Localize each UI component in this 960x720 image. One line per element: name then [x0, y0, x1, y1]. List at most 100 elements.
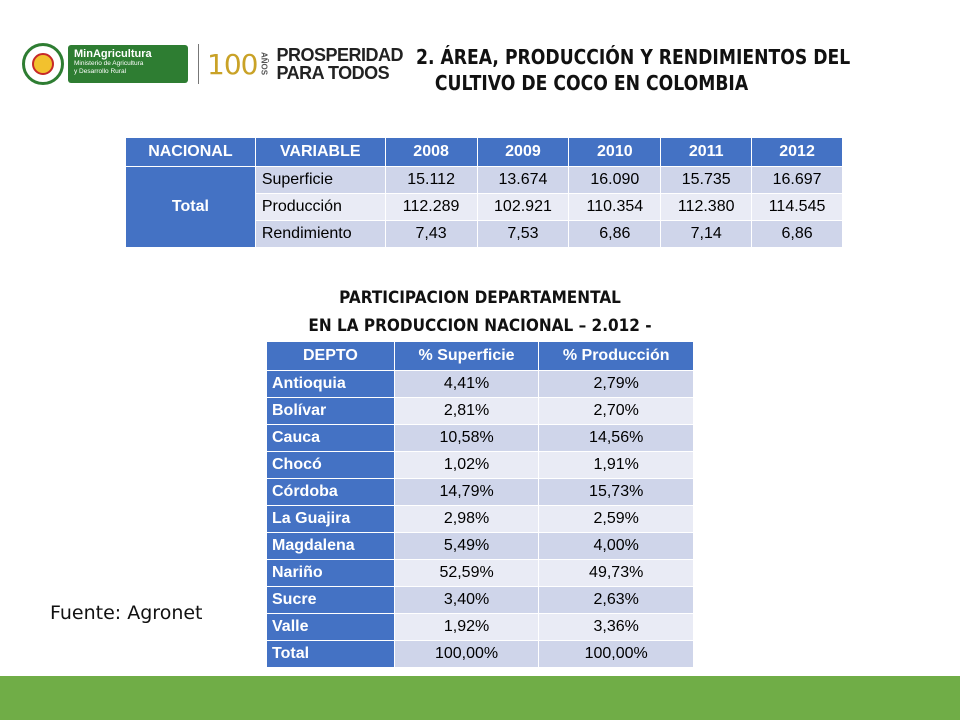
- table-row: Total 100,00% 100,00%: [266, 640, 694, 668]
- prosperidad-logo: PROSPERIDAD PARA TODOS: [276, 46, 403, 82]
- footer-bar: [0, 676, 960, 720]
- depto-cell: Nariño: [266, 559, 395, 587]
- table-row: Antioquia 4,41% 2,79%: [266, 370, 694, 398]
- subtitle-line1: PARTICIPACION DEPARTAMENTAL: [339, 288, 621, 308]
- produccion-cell: 1,91%: [538, 451, 694, 479]
- superficie-cell: 2,98%: [393, 505, 540, 533]
- header-cell: DEPTO: [266, 341, 395, 371]
- depto-cell: Valle: [266, 613, 395, 641]
- header-cell: 2011: [660, 137, 753, 167]
- min-logo-sub2: y Desarrollo Rural: [74, 68, 127, 75]
- value-cell: 110.354: [568, 193, 662, 221]
- title-line2: CULTIVO DE COCO EN COLOMBIA: [434, 71, 749, 95]
- cien-anos-logo: 100: [207, 47, 258, 81]
- table-row: Córdoba 14,79% 15,73%: [266, 478, 694, 506]
- value-cell: 7,53: [476, 220, 570, 248]
- produccion-cell: 4,00%: [538, 532, 694, 560]
- variable-cell: Rendimiento: [254, 220, 386, 248]
- produccion-cell: 14,56%: [538, 424, 694, 452]
- value-cell: 16.090: [568, 166, 662, 194]
- depto-cell: Córdoba: [266, 478, 395, 506]
- dept-table: DEPTO % Superficie % Producción Antioqui…: [266, 341, 694, 668]
- produccion-cell: 49,73%: [538, 559, 694, 587]
- superficie-cell: 2,81%: [393, 397, 540, 425]
- superficie-cell: 52,59%: [393, 559, 540, 587]
- superficie-cell: 100,00%: [393, 640, 540, 668]
- header-cell: 2012: [751, 137, 843, 167]
- slide-title: 2. ÁREA, PRODUCCIÓN Y RENDIMIENTOS DEL C…: [416, 44, 863, 96]
- dept-table-title: PARTICIPACION DEPARTAMENTAL EN LA PRODUC…: [255, 284, 705, 340]
- value-cell: 112.380: [660, 193, 753, 221]
- depto-cell: Magdalena: [266, 532, 395, 560]
- table-row: Sucre 3,40% 2,63%: [266, 586, 694, 614]
- table-row: Magdalena 5,49% 4,00%: [266, 532, 694, 560]
- value-cell: 16.697: [751, 166, 843, 194]
- depto-cell: Chocó: [266, 451, 395, 479]
- value-cell: 6,86: [568, 220, 662, 248]
- minagricultura-logo: MinAgricultura Ministerio de Agricultura…: [68, 45, 188, 83]
- table-row: Valle 1,92% 3,36%: [266, 613, 694, 641]
- produccion-cell: 2,59%: [538, 505, 694, 533]
- table-row: Rendimiento 7,43 7,53 6,86 7,14 6,86: [126, 220, 843, 248]
- source-note: Fuente: Agronet: [50, 602, 203, 624]
- variable-cell: Superficie: [254, 166, 386, 194]
- superficie-cell: 5,49%: [393, 532, 540, 560]
- produccion-cell: 3,36%: [538, 613, 694, 641]
- produccion-cell: 2,70%: [538, 397, 694, 425]
- min-logo-sub1: Ministerio de Agricultura: [74, 60, 144, 67]
- title-line1: 2. ÁREA, PRODUCCIÓN Y RENDIMIENTOS DEL: [416, 45, 851, 69]
- table-row: La Guajira 2,98% 2,59%: [266, 505, 694, 533]
- value-cell: 7,43: [384, 220, 478, 248]
- value-cell: 15.112: [384, 166, 478, 194]
- variable-cell: Producción: [254, 193, 386, 221]
- superficie-cell: 1,92%: [393, 613, 540, 641]
- table-row: Total Superficie 15.112 13.674 16.090 15…: [125, 166, 843, 248]
- depto-cell: La Guajira: [266, 505, 395, 533]
- superficie-cell: 4,41%: [393, 370, 540, 398]
- dept-table-header: DEPTO % Superficie % Producción: [266, 341, 694, 371]
- header-cell: 2008: [384, 137, 478, 167]
- anos-label: AÑOS: [259, 52, 269, 76]
- prosperidad-line2: PARA TODOS: [276, 63, 390, 83]
- value-cell: 7,14: [660, 220, 753, 248]
- logo-divider: [198, 44, 199, 84]
- colombia-seal-icon: [22, 43, 64, 85]
- national-table-header: NACIONAL VARIABLE 2008 2009 2010 2011 20…: [125, 137, 843, 167]
- header-cell: VARIABLE: [254, 137, 386, 167]
- header-cell: NACIONAL: [125, 137, 256, 167]
- superficie-cell: 14,79%: [393, 478, 540, 506]
- value-cell: 15.735: [660, 166, 753, 194]
- table-row: Chocó 1,02% 1,91%: [266, 451, 694, 479]
- table-row: Bolívar 2,81% 2,70%: [266, 397, 694, 425]
- produccion-cell: 2,79%: [538, 370, 694, 398]
- produccion-cell: 100,00%: [538, 640, 694, 668]
- prosperidad-line1: PROSPERIDAD: [276, 45, 403, 65]
- depto-cell: Cauca: [266, 424, 395, 452]
- produccion-cell: 15,73%: [538, 478, 694, 506]
- value-cell: 102.921: [476, 193, 570, 221]
- value-cell: 112.289: [384, 193, 478, 221]
- superficie-cell: 1,02%: [393, 451, 540, 479]
- produccion-cell: 2,63%: [538, 586, 694, 614]
- depto-cell: Total: [266, 640, 395, 668]
- header-cell: 2010: [568, 137, 662, 167]
- header-logos: MinAgricultura Ministerio de Agricultura…: [22, 40, 403, 88]
- subtitle-line2: EN LA PRODUCCION NACIONAL – 2.012 -: [308, 316, 652, 336]
- header-cell: 2009: [476, 137, 570, 167]
- value-cell: 114.545: [751, 193, 843, 221]
- table-row: Producción 112.289 102.921 110.354 112.3…: [126, 193, 843, 221]
- value-cell: 6,86: [751, 220, 843, 248]
- header-cell: % Producción: [538, 341, 694, 371]
- header-cell: % Superficie: [393, 341, 540, 371]
- group-label-cell: Total: [125, 166, 256, 248]
- depto-cell: Sucre: [266, 586, 395, 614]
- national-table: NACIONAL VARIABLE 2008 2009 2010 2011 20…: [125, 137, 843, 248]
- table-row: Nariño 52,59% 49,73%: [266, 559, 694, 587]
- superficie-cell: 3,40%: [393, 586, 540, 614]
- superficie-cell: 10,58%: [393, 424, 540, 452]
- depto-cell: Antioquia: [266, 370, 395, 398]
- depto-cell: Bolívar: [266, 397, 395, 425]
- value-cell: 13.674: [476, 166, 570, 194]
- table-row: Cauca 10,58% 14,56%: [266, 424, 694, 452]
- min-logo-title: MinAgricultura: [74, 48, 152, 60]
